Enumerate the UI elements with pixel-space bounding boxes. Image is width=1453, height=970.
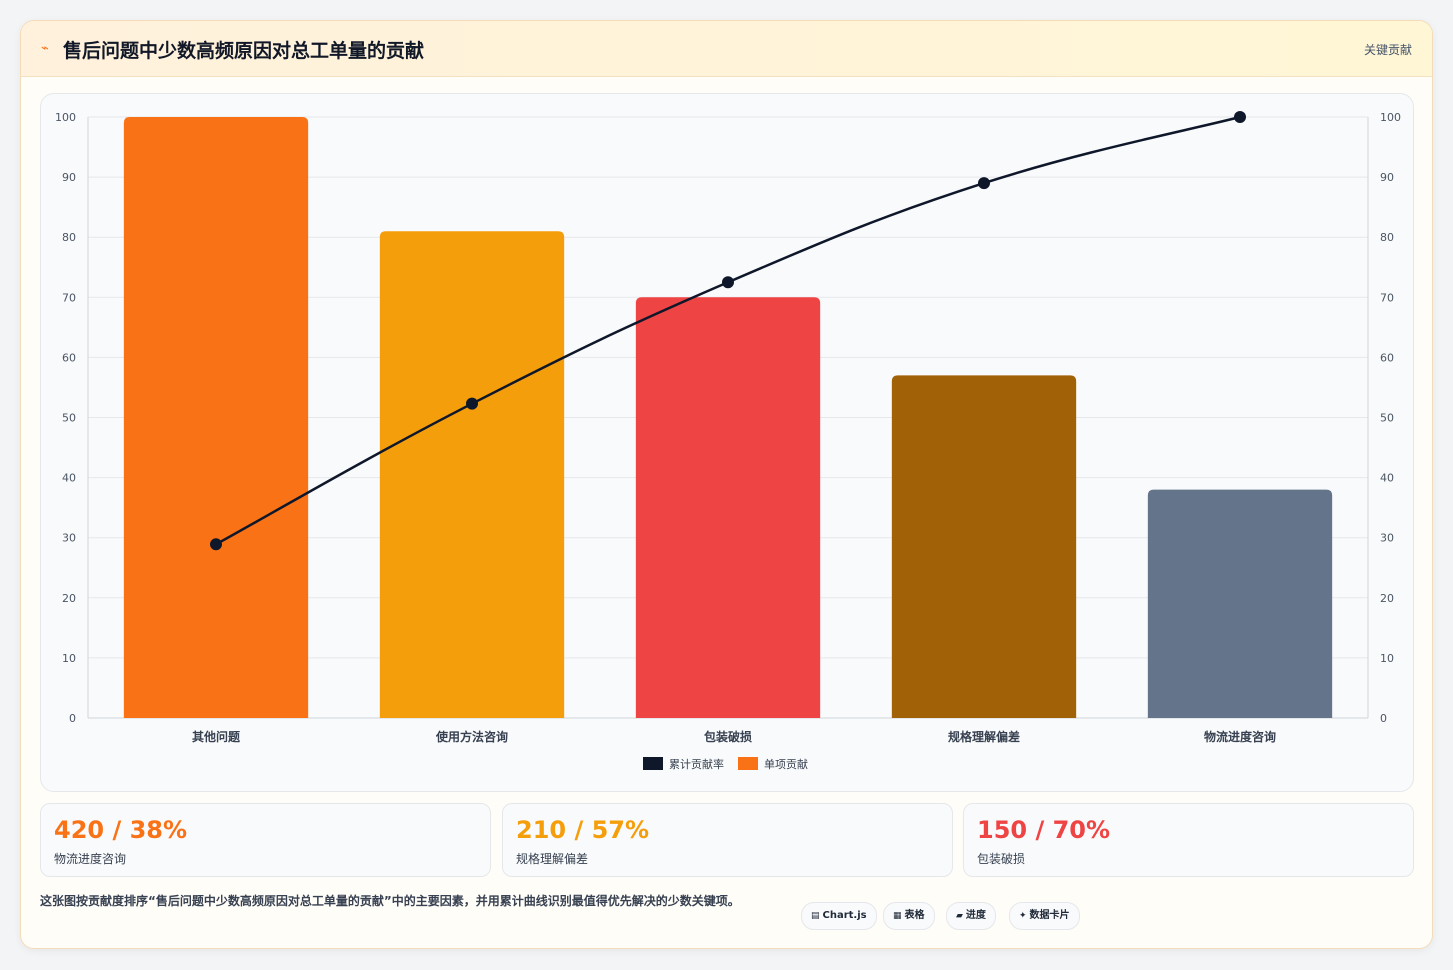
y-left-tick-label: 80: [62, 231, 76, 244]
y-left-tick-label: 30: [62, 532, 76, 545]
y-right-tick-label: 90: [1380, 171, 1394, 184]
stat-value: 210 / 57%: [516, 816, 650, 844]
cumulative-point: [978, 177, 990, 190]
chart-description: 这张图按贡献度排序“售后问题中少数高频原因对总工单量的贡献”中的主要因素，并用累…: [40, 894, 740, 908]
bar: [635, 297, 821, 718]
stat-label: 规格理解偏差: [516, 852, 589, 866]
pill-chartjs[interactable]: ▤ Chart.js: [801, 902, 877, 930]
y-left-tick-label: 50: [62, 412, 76, 425]
y-right-tick-label: 0: [1380, 712, 1387, 725]
y-right-tick-label: 60: [1380, 351, 1394, 364]
bar: [891, 375, 1077, 718]
y-left-tick-label: 100: [55, 111, 76, 124]
stat-card-3: 150 / 70% 包装破损: [963, 803, 1414, 877]
table-icon: ▦: [893, 911, 902, 921]
bar: [1147, 489, 1333, 718]
x-tick-label: 其他问题: [192, 729, 241, 744]
cumulative-point: [210, 538, 222, 551]
card-header: ⌁ 售后问题中少数高频原因对总工单量的贡献 关键贡献: [21, 21, 1432, 77]
y-left-tick-label: 90: [62, 171, 76, 184]
x-tick-label: 包装破损: [703, 729, 752, 744]
stat-value: 150 / 70%: [977, 816, 1111, 844]
y-left-tick-label: 40: [62, 472, 76, 485]
y-right-tick-label: 30: [1380, 532, 1394, 545]
legend-label: 单项贡献: [764, 757, 808, 771]
y-left-tick-label: 10: [62, 652, 76, 665]
x-tick-label: 规格理解偏差: [948, 729, 1020, 744]
pareto-chart: 0 10 20 30 40 50 60 70 80 90 100 0 10 20 30 40 50 60 70 80 9…: [55, 111, 1401, 771]
progress-icon: ▰: [956, 911, 963, 921]
y-left-tick-label: 60: [62, 351, 76, 364]
y-left-tick-label: 70: [62, 291, 76, 304]
pill-label: 表格: [904, 910, 925, 921]
legend-swatch: [738, 757, 758, 770]
header-tag: 关键贡献: [1363, 43, 1412, 57]
y-right-tick-label: 70: [1380, 291, 1394, 304]
cumulative-point: [466, 397, 478, 410]
sparkle-icon: ✦: [1019, 911, 1027, 921]
pill-label: 进度: [965, 910, 986, 921]
legend-swatch: [643, 757, 663, 770]
stat-value: 420 / 38%: [54, 816, 188, 844]
cumulative-point: [1234, 111, 1246, 123]
pill-data-cards[interactable]: ✦ 数据卡片: [1009, 902, 1080, 930]
chart-card: ⌁ 售后问题中少数高频原因对总工单量的贡献 关键贡献 0 10 20 30 40 50 60…: [20, 20, 1433, 949]
y-right-tick-label: 80: [1380, 231, 1394, 244]
y-right-tick-label: 40: [1380, 472, 1394, 485]
y-left-tick-label: 0: [69, 712, 76, 725]
y-right-tick-label: 20: [1380, 592, 1394, 605]
y-right-tick-label: 100: [1380, 111, 1401, 124]
cumulative-point: [722, 276, 734, 289]
lightning-icon: ⌁: [41, 41, 49, 56]
stat-card-2: 210 / 57% 规格理解偏差: [502, 803, 953, 877]
pill-progress[interactable]: ▰ 进度: [946, 902, 996, 930]
x-tick-label: 物流进度咨询: [1204, 729, 1276, 744]
legend-label: 累计贡献率: [669, 757, 724, 771]
stat-label: 包装破损: [977, 852, 1026, 866]
pill-label: Chart.js: [822, 910, 867, 921]
chart-icon: ▤: [811, 911, 820, 921]
y-left-tick-label: 20: [62, 592, 76, 605]
bar: [379, 231, 565, 718]
chart-panel: 0 10 20 30 40 50 60 70 80 90 100 0 10 20 30 40 50 60 70 80 9…: [40, 93, 1414, 792]
x-tick-label: 使用方法咨询: [435, 729, 508, 744]
pill-table[interactable]: ▦ 表格: [883, 902, 935, 930]
stat-card-1: 420 / 38% 物流进度咨询: [40, 803, 491, 877]
bar: [123, 117, 309, 718]
y-right-tick-label: 50: [1380, 412, 1394, 425]
stat-label: 物流进度咨询: [54, 852, 127, 866]
pill-label: 数据卡片: [1029, 910, 1070, 921]
y-right-tick-label: 10: [1380, 652, 1394, 665]
card-title: 售后问题中少数高频原因对总工单量的贡献: [63, 40, 425, 62]
